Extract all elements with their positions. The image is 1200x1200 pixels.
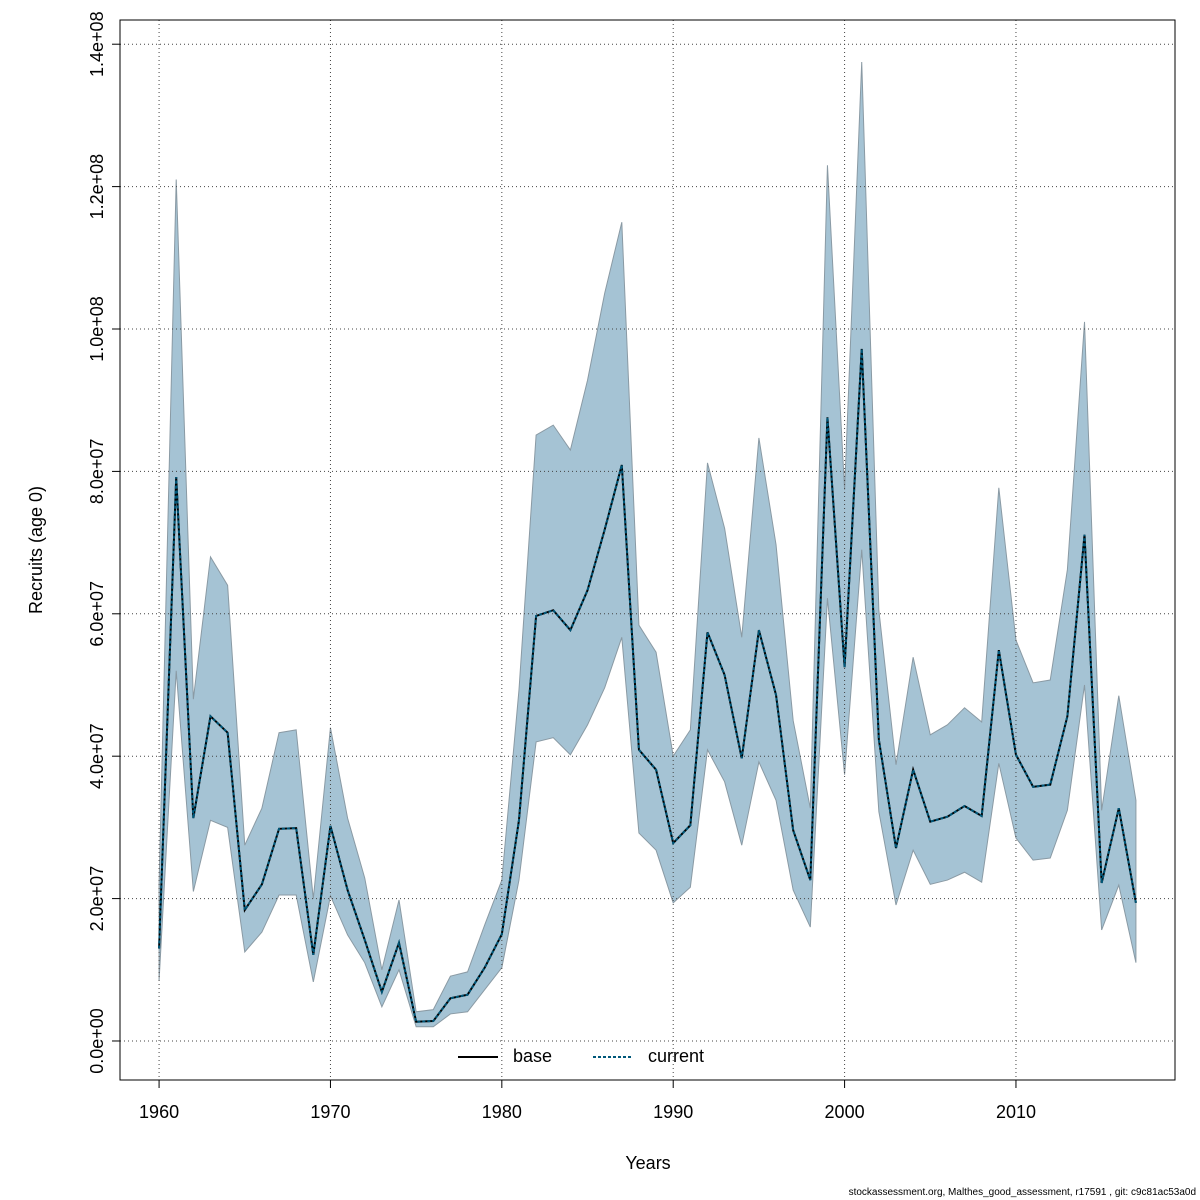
x-tick-label: 1960 — [139, 1102, 179, 1122]
y-tick-label: 1.2e+08 — [87, 154, 107, 220]
series-line — [158, 348, 1137, 1023]
y-tick-label: 1.4e+08 — [87, 11, 107, 77]
x-tick-label: 1980 — [482, 1102, 522, 1122]
y-axis-label: Recruits (age 0) — [26, 486, 46, 614]
legend-label: current — [648, 1046, 704, 1066]
confidence-band — [158, 61, 1137, 1028]
x-axis-label: Years — [625, 1153, 670, 1173]
y-tick-label: 1.0e+08 — [87, 296, 107, 362]
y-tick-label: 0.0e+00 — [87, 1008, 107, 1074]
x-tick-label: 1970 — [310, 1102, 350, 1122]
y-tick-label: 4.0e+07 — [87, 723, 107, 789]
footer: stockassessment.org, Malthes_good_assess… — [849, 1187, 1196, 1198]
plot-frame — [119, 19, 1176, 1081]
x-tick-label: 2000 — [825, 1102, 865, 1122]
legend-label: base — [513, 1046, 552, 1066]
y-tick-label: 6.0e+07 — [87, 581, 107, 647]
x-tick-label: 1990 — [653, 1102, 693, 1122]
x-tick-label: 2010 — [996, 1102, 1036, 1122]
y-tick-label: 2.0e+07 — [87, 866, 107, 932]
y-tick-label: 8.0e+07 — [87, 439, 107, 505]
